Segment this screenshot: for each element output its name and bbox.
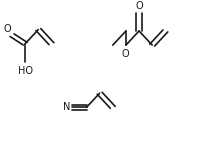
Text: HO: HO <box>18 66 33 76</box>
Text: N: N <box>63 102 71 112</box>
Text: O: O <box>121 49 129 59</box>
Text: O: O <box>135 1 143 11</box>
Text: O: O <box>4 24 11 34</box>
